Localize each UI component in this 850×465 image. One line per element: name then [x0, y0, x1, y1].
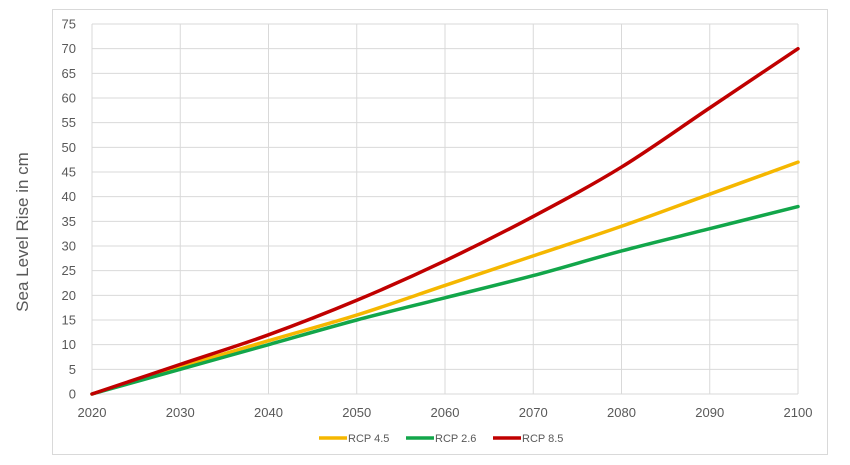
y-tick-label: 40 — [62, 189, 76, 204]
y-tick-label: 0 — [69, 387, 76, 402]
y-tick-label: 5 — [69, 362, 76, 377]
x-tick-label: 2080 — [607, 405, 636, 420]
y-tick-label: 45 — [62, 165, 76, 180]
y-tick-label: 10 — [62, 337, 76, 352]
x-tick-label: 2040 — [254, 405, 283, 420]
x-tick-label: 2030 — [166, 405, 195, 420]
y-tick-label: 30 — [62, 239, 76, 254]
y-tick-label: 15 — [62, 313, 76, 328]
series-line-rcp-2-6 — [90, 204, 800, 396]
x-tick-label: 2060 — [431, 405, 460, 420]
y-tick-label: 25 — [62, 263, 76, 278]
legend-label-rcp-8-5: RCP 8.5 — [522, 433, 563, 445]
legend: RCP 4.5 RCP 2.6 RCP 8.5 — [319, 433, 563, 445]
x-tick-label: 2070 — [519, 405, 548, 420]
series-line-rcp-8-5 — [90, 46, 800, 396]
y-tick-label: 70 — [62, 41, 76, 56]
y-tick-label: 20 — [62, 288, 76, 303]
series-line-rcp-4-5 — [90, 160, 800, 396]
series-lines — [90, 46, 800, 396]
legend-label-rcp-4-5: RCP 4.5 — [348, 433, 389, 445]
x-tick-label: 2050 — [342, 405, 371, 420]
x-tick-label: 2020 — [78, 405, 107, 420]
y-tick-label: 65 — [62, 66, 76, 81]
y-tick-label: 60 — [62, 91, 76, 106]
y-tick-label: 35 — [62, 214, 76, 229]
legend-label-rcp-2-6: RCP 2.6 — [435, 433, 476, 445]
x-tick-label: 2100 — [784, 405, 813, 420]
axis-ticks: 0 5 10 15 20 25 30 35 40 45 50 55 60 65 70 75 2020 2030 20… — [62, 17, 813, 421]
y-tick-label: 55 — [62, 115, 76, 130]
x-tick-label: 2090 — [695, 405, 724, 420]
y-tick-label: 50 — [62, 140, 76, 155]
grid-lines — [91, 23, 799, 395]
y-tick-label: 75 — [62, 17, 76, 32]
